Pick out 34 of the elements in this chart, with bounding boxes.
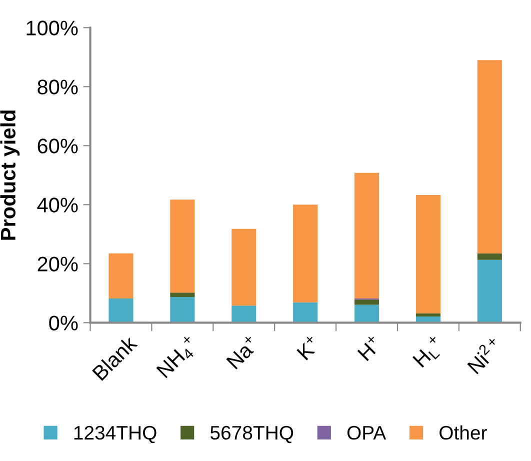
y-tick-label: 40% (37, 198, 78, 212)
bar (354, 304, 380, 323)
bar (232, 228, 256, 306)
bar (232, 306, 256, 323)
y-tick-label: 60% (38, 138, 78, 154)
bar (170, 292, 195, 298)
x-tick-label: K$^{+}$ (295, 334, 322, 360)
bar (354, 172, 380, 299)
bar (293, 204, 318, 302)
y-tick-label: 20% (38, 256, 78, 272)
bar (170, 200, 195, 293)
y-tick-label: 100% (26, 20, 78, 36)
bar (416, 313, 440, 317)
bar (477, 260, 502, 323)
bar (354, 300, 380, 305)
x-tick-label: Na$^{+}$ (224, 334, 260, 370)
bar (416, 194, 440, 314)
bar (108, 253, 134, 299)
y-axis-title: Product yield (0, 110, 20, 240)
legend-label: OPA (347, 426, 386, 440)
x-tick-label: H$_{L}$$^{+}$ (411, 334, 446, 370)
bar (477, 60, 502, 254)
y-tick-label: 80% (38, 80, 78, 94)
bar (477, 253, 502, 260)
x-tick-label: Ni$^{2+}$ (464, 336, 504, 374)
bar (293, 302, 318, 323)
x-tick-label: NH$_{4}$$^{+}$ (154, 334, 201, 381)
bar (170, 297, 195, 323)
legend-label: 1234THQ (74, 426, 156, 444)
bar (108, 298, 134, 323)
x-tick-label: H$^{+}$ (356, 334, 383, 362)
legend-label: Other (440, 425, 487, 440)
legend-label: 5678THQ (210, 426, 294, 444)
y-tick-label: 0% (49, 316, 78, 330)
